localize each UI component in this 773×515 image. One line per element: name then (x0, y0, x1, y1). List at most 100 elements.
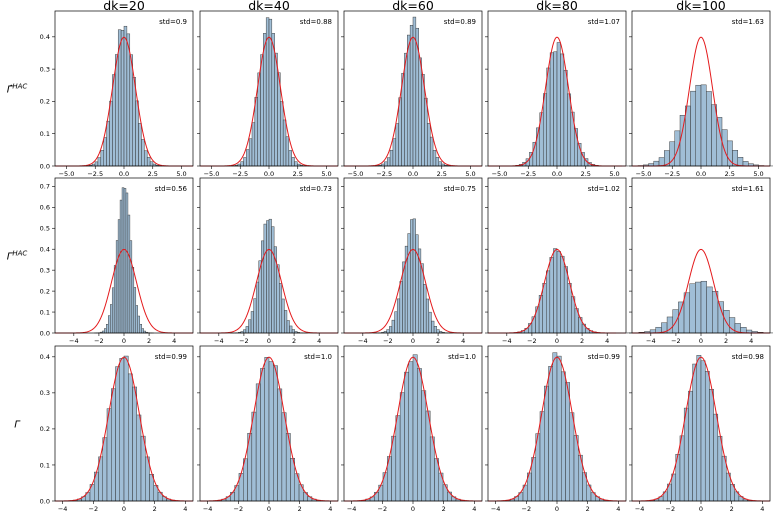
histogram-bar (672, 309, 679, 334)
y-tick-label: 0.1 (40, 461, 50, 469)
histogram-bar (104, 328, 107, 334)
std-annotation: std=0.88 (300, 18, 332, 26)
histogram-bar (565, 382, 570, 502)
y-tick-label: 0.1 (40, 308, 50, 316)
x-tick-label: −2 (89, 505, 99, 513)
histogram-bar (271, 33, 275, 167)
histogram-bar (243, 157, 247, 167)
histogram-bar (716, 117, 723, 167)
x-tick-label: 2.5 (437, 170, 447, 178)
histogram-bar (415, 234, 419, 334)
histogram-bar (683, 292, 690, 334)
panels: −5.0 −2.5 0.0 2.5 5.00.00.10.20.30.4std=0.9−… (40, 10, 773, 513)
histogram-bar (97, 157, 102, 167)
histogram-bar (396, 298, 401, 334)
y-tick-label: 0.4 (40, 33, 50, 41)
histogram-bar (106, 408, 112, 502)
histogram-bar (276, 264, 280, 334)
histogram-bar (123, 355, 129, 502)
histogram-bar (115, 240, 119, 334)
x-tick-label: 0 (122, 337, 126, 345)
histogram-bar (128, 373, 133, 502)
histogram-bar (706, 286, 713, 334)
y-tick-label: 0.0 (40, 497, 50, 505)
histogram-bar (125, 192, 129, 334)
x-tick-label: −4 (502, 337, 512, 345)
x-tick-label: 5.0 (176, 170, 186, 178)
column-titles: dk=20 dk=40 dk=60 dk=80 dk=100 (103, 0, 726, 13)
histogram-bar (424, 97, 428, 167)
row-label-gamma-hac: ΓHAC (7, 250, 28, 263)
x-tick-label: 0.0 (119, 170, 129, 178)
std-annotation: std=0.75 (444, 185, 476, 193)
histogram-bar (389, 326, 393, 334)
histogram-bar (399, 281, 403, 334)
histogram-bar (133, 287, 137, 334)
x-tick-label: −2 (527, 337, 537, 345)
histogram-bar (432, 150, 437, 167)
histogram-bar (115, 366, 120, 502)
x-tick-label: 4 (749, 337, 753, 345)
y-tick-label: 0.4 (40, 353, 50, 361)
histogram-bar (407, 233, 411, 334)
std-annotation: std=1.61 (732, 185, 764, 193)
row-label-gamma-hat-hac: Γ̂HAC (7, 83, 28, 96)
histogram-bar (700, 84, 707, 167)
histogram-bar (544, 385, 549, 502)
column-title-dk60: dk=60 (392, 0, 434, 13)
histogram-bar (418, 57, 422, 167)
histogram-bar (250, 311, 254, 334)
histogram-bar (679, 435, 685, 502)
histogram-bar (404, 371, 409, 502)
histogram-bar (271, 226, 275, 334)
histogram-bar (425, 410, 431, 502)
histogram-bar (121, 187, 125, 334)
histogram-bar (431, 320, 435, 334)
std-annotation: std=0.9 (159, 18, 187, 26)
histogram-bar (678, 301, 685, 334)
y-tick-label: 0.6 (40, 204, 50, 212)
x-tick-label: −2.5 (520, 170, 536, 178)
histogram-bar (695, 84, 702, 167)
x-tick-label: 2 (147, 337, 151, 345)
histogram-bar (131, 267, 135, 334)
histogram-bar (717, 301, 724, 334)
histogram-bar (384, 161, 388, 167)
histogram-bar (141, 139, 145, 167)
histogram-bar (706, 91, 712, 167)
y-tick-label: 0.0 (40, 329, 50, 337)
normal-pdf-curve (55, 356, 193, 502)
histogram-bar (398, 97, 402, 167)
column-title-dk20: dk=20 (103, 0, 145, 13)
histogram-bar (386, 157, 391, 167)
histogram-bar (132, 386, 137, 502)
y-tick-label: 0.2 (40, 425, 50, 433)
histogram-bar (433, 326, 437, 334)
histogram-bar (539, 411, 545, 502)
y-tick-label: 0.5 (40, 225, 50, 233)
x-tick-label: −4 (358, 337, 368, 345)
column-title-dk40: dk=40 (248, 0, 290, 13)
histogram-bar (137, 315, 140, 334)
normal-pdf-curve (200, 356, 338, 502)
histogram-bar (427, 123, 431, 167)
x-tick-label: 4 (328, 505, 332, 513)
x-tick-label: −2 (94, 337, 104, 345)
histogram-bar (132, 76, 136, 167)
histogram-bar (548, 366, 553, 502)
histogram-bar (284, 310, 288, 334)
histogram-bar (277, 388, 283, 502)
histogram-bar (280, 101, 284, 167)
y-tick-label: 0.7 (40, 183, 50, 191)
x-tick-label: 4 (616, 505, 620, 513)
histogram-bar (417, 368, 422, 502)
histogram-bar (139, 324, 142, 334)
std-annotation: std=1.07 (588, 18, 620, 26)
histogram-bar (423, 284, 427, 334)
histogram-bar (556, 251, 561, 334)
x-tick-label: −5.0 (636, 170, 652, 178)
x-tick-label: 5.0 (753, 170, 763, 178)
histogram-bar (425, 298, 430, 334)
histogram-bar (255, 281, 259, 334)
std-annotation: std=0.56 (155, 185, 188, 193)
